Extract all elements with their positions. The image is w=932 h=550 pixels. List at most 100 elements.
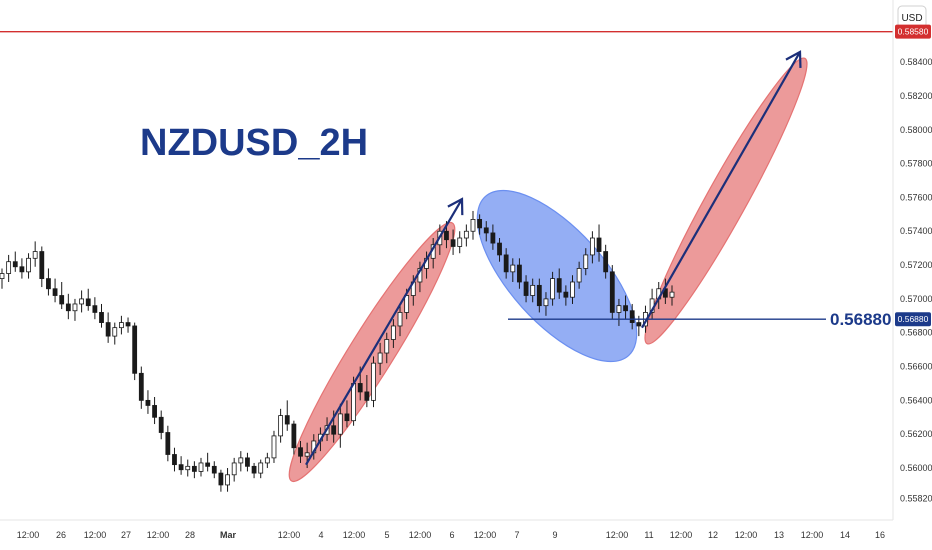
candle-body-down <box>59 295 65 305</box>
projection-arrow[interactable] <box>641 50 802 329</box>
candle <box>523 275 529 303</box>
candle-body-up <box>26 257 31 273</box>
candle <box>603 244 609 279</box>
level-layer <box>0 31 893 320</box>
y-tick-label: 0.56400 <box>900 395 932 405</box>
candle <box>517 258 522 289</box>
candle-body-down <box>218 472 224 486</box>
candle <box>198 457 204 477</box>
candle-body-up <box>397 312 403 327</box>
arrow-head <box>447 197 464 216</box>
candle-body-down <box>623 305 628 312</box>
candle-body-down <box>450 239 456 247</box>
candle-body-up <box>384 339 390 354</box>
candle-body-down <box>132 325 138 374</box>
candle <box>589 231 595 264</box>
candle <box>165 425 171 462</box>
candle <box>185 459 191 477</box>
candle-body-down <box>596 237 602 252</box>
bullish-projection-ellipse[interactable] <box>629 49 822 354</box>
candle-body-down <box>92 305 98 313</box>
candle <box>52 278 58 303</box>
candle <box>238 451 244 472</box>
candle <box>59 281 65 310</box>
candle <box>477 214 483 235</box>
candle-body-down <box>477 219 483 229</box>
candle-body-down <box>46 278 51 290</box>
candle <box>178 456 184 475</box>
candle-body-down <box>191 465 197 472</box>
support-level-annotation: 0.56880 <box>830 310 891 329</box>
candle-body-down <box>138 372 144 401</box>
candle <box>225 468 230 492</box>
candle-body-down <box>52 288 58 296</box>
impulse-arrow[interactable] <box>305 197 464 466</box>
candle <box>99 303 104 328</box>
candle <box>145 390 151 414</box>
price-axis[interactable] <box>893 0 932 550</box>
candle <box>371 356 376 408</box>
support-price-badge: 0.56880 <box>895 312 931 327</box>
candle <box>623 295 628 320</box>
candle-body-up <box>278 415 284 437</box>
y-tick-label: 0.57600 <box>900 192 932 202</box>
x-tick-label: 5 <box>384 530 389 540</box>
candle <box>364 375 370 408</box>
candle <box>251 462 257 479</box>
candle <box>390 319 396 348</box>
candle-body-down <box>85 298 91 307</box>
candle <box>152 396 157 425</box>
candle <box>278 408 284 443</box>
candle-body-down <box>563 291 569 298</box>
y-tick-label: 0.58400 <box>900 57 932 67</box>
candle <box>503 248 509 279</box>
candle-body-down <box>39 251 45 280</box>
y-tick-label: 0.58000 <box>900 125 932 135</box>
candle <box>205 452 211 472</box>
x-tick-label: 12:00 <box>278 530 301 540</box>
candle-body-down <box>344 413 350 422</box>
badge-background <box>895 312 931 327</box>
candle <box>550 271 555 306</box>
candle <box>497 238 502 262</box>
x-tick-label: 12:00 <box>474 530 497 540</box>
x-tick-label: 6 <box>449 530 454 540</box>
candle <box>291 420 297 455</box>
candle-body-up <box>463 230 469 239</box>
candle <box>245 452 250 472</box>
candle-body-down <box>536 284 542 307</box>
candle-body-down <box>105 322 111 337</box>
x-tick-label: 26 <box>56 530 66 540</box>
candle-body-up <box>530 284 536 296</box>
candle <box>669 285 675 306</box>
candle <box>79 290 85 313</box>
x-tick-label: 11 <box>644 530 653 540</box>
x-tick-label: 12:00 <box>606 530 629 540</box>
candle <box>191 461 197 479</box>
candle-body-up <box>238 457 244 464</box>
time-axis[interactable] <box>0 520 893 550</box>
x-tick-label: 9 <box>552 530 557 540</box>
candle-body-down <box>165 432 171 455</box>
candle <box>284 400 290 431</box>
y-tick-label: 0.57400 <box>900 226 932 236</box>
candle <box>172 447 177 472</box>
candle <box>132 322 138 381</box>
candle <box>119 315 124 335</box>
candle-body-down <box>211 465 217 474</box>
candle <box>450 229 456 255</box>
resistance-price-badge: 0.58580 <box>895 24 931 39</box>
chart-title: NZDUSD_2H <box>140 122 368 164</box>
candle-body-up <box>185 465 191 471</box>
candle-body-down <box>444 230 449 241</box>
candle-body-up <box>6 261 12 274</box>
candle <box>112 322 118 345</box>
candle-body-down <box>245 457 250 467</box>
candle <box>258 459 264 479</box>
candle <box>536 278 542 313</box>
candle <box>570 275 575 304</box>
y-tick-label: 0.57800 <box>900 159 932 169</box>
candle <box>92 297 98 320</box>
